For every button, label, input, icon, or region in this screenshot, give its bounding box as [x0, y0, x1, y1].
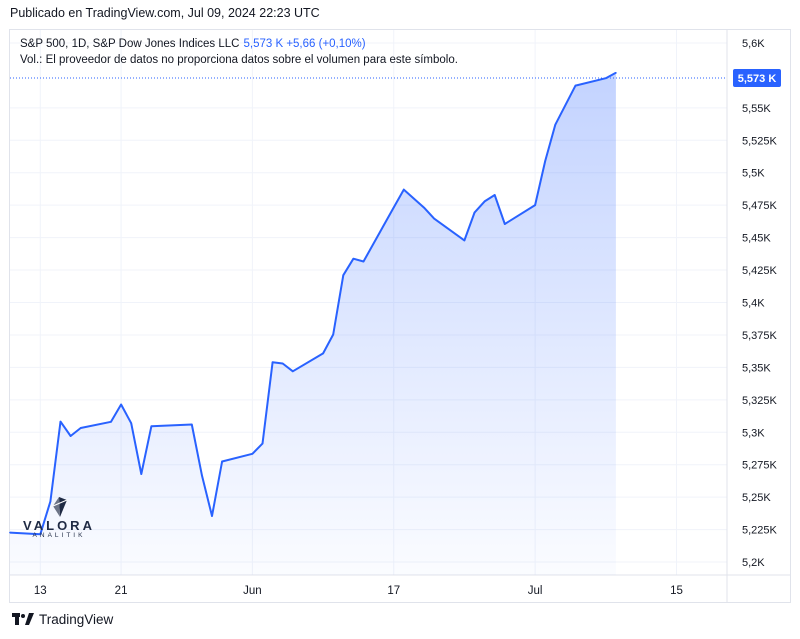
- data-point: [544, 160, 547, 162]
- data-point: [9, 531, 11, 534]
- data-point: [190, 423, 193, 426]
- data-point: [473, 211, 476, 214]
- y-tick-label: 5,275K: [742, 460, 778, 472]
- data-point: [605, 77, 607, 80]
- data-point: [140, 473, 143, 475]
- data-point: [403, 188, 405, 191]
- x-tick-label: 13: [34, 585, 47, 597]
- last-price-label: 5,573 K: [733, 69, 781, 88]
- data-point: [150, 425, 153, 427]
- y-tick-label: 5,325K: [742, 395, 778, 407]
- data-point: [120, 403, 122, 406]
- x-tick-label: 21: [115, 585, 128, 597]
- x-tick-label: Jul: [528, 585, 543, 597]
- y-tick-label: 5,6K: [742, 38, 765, 50]
- data-point: [251, 453, 254, 455]
- x-tick-label: Jun: [243, 585, 262, 597]
- tradingview-logo-icon[interactable]: [12, 612, 34, 627]
- y-tick-label: 5,425K: [742, 265, 778, 277]
- y-tick-label: 5,45K: [742, 233, 771, 245]
- y-tick-label: 5,5K: [742, 168, 765, 180]
- y-tick-label: 5,375K: [742, 330, 778, 342]
- data-point: [79, 427, 82, 429]
- data-point: [534, 204, 536, 206]
- symbol-description[interactable]: S&P 500, 1D, S&P Dow Jones Indices LLC: [20, 38, 240, 50]
- time-axis-labels: 13 21 Jun 17 Jul 15: [34, 585, 683, 597]
- y-tick-label: 5,4K: [742, 298, 765, 310]
- y-tick-label: 5,25K: [742, 492, 771, 504]
- data-point: [615, 72, 617, 74]
- data-point: [483, 200, 486, 203]
- last-price-label-text: 5,573 K: [738, 73, 777, 85]
- data-point: [332, 333, 334, 336]
- data-point: [574, 84, 577, 87]
- valora-watermark: VALORA ANALITIK: [22, 496, 96, 539]
- data-point: [49, 500, 52, 503]
- y-tick-label: 5,35K: [742, 362, 771, 374]
- data-point: [271, 361, 274, 363]
- last-price-label-bg: [733, 69, 781, 88]
- symbol-value: 5,573 K +5,66 (+0,10%): [243, 38, 366, 50]
- data-point: [342, 274, 345, 277]
- chart-legend: S&P 500, 1D, S&P Dow Jones Indices LLC 5,…: [20, 36, 458, 68]
- data-point: [433, 217, 435, 220]
- data-point: [59, 420, 62, 423]
- data-point: [493, 194, 496, 196]
- data-point: [281, 362, 284, 365]
- y-tick-label: 5,3K: [742, 427, 765, 439]
- x-tick-label: 15: [670, 585, 683, 597]
- data-point: [221, 460, 223, 463]
- price-line: [9, 71, 617, 536]
- data-point: [39, 533, 42, 536]
- data-point: [463, 239, 466, 242]
- data-point: [362, 260, 365, 263]
- data-point: [352, 257, 355, 260]
- data-point: [261, 442, 264, 445]
- price-axis-labels: 5,2K 5,225K 5,25K 5,275K 5,3K 5,325K 5,35K 5,37…: [742, 38, 778, 569]
- volume-note: Vol.: El proveedor de datos no proporcio…: [20, 54, 458, 66]
- y-tick-label: 5,2K: [742, 557, 765, 569]
- data-point: [211, 515, 213, 517]
- data-point: [69, 435, 72, 437]
- published-timestamp: Publicado en TradingView.com, Jul 09, 20…: [10, 6, 320, 20]
- watermark-subtitle: ANALITIK: [32, 532, 86, 539]
- data-point: [291, 370, 294, 373]
- data-point: [423, 206, 425, 209]
- data-points: [9, 72, 617, 536]
- data-point: [201, 474, 203, 477]
- footer: TradingView: [12, 612, 113, 627]
- valora-logo-icon: [52, 497, 68, 517]
- data-point: [392, 206, 395, 209]
- chart-frame: [9, 29, 791, 603]
- y-tick-label: 5,475K: [742, 200, 778, 212]
- data-point: [554, 123, 557, 126]
- y-tick-label: 5,55K: [742, 103, 771, 115]
- y-tick-label: 5,225K: [742, 525, 778, 537]
- data-point: [322, 352, 324, 355]
- watermark-name: VALORA: [23, 518, 95, 533]
- x-tick-label: 17: [387, 585, 400, 597]
- data-point: [504, 223, 506, 225]
- price-area-fill: [10, 72, 616, 576]
- data-point: [130, 422, 132, 424]
- data-point: [110, 420, 112, 423]
- y-tick-label: 5,525K: [742, 135, 778, 147]
- footer-brand[interactable]: TradingView: [39, 612, 114, 627]
